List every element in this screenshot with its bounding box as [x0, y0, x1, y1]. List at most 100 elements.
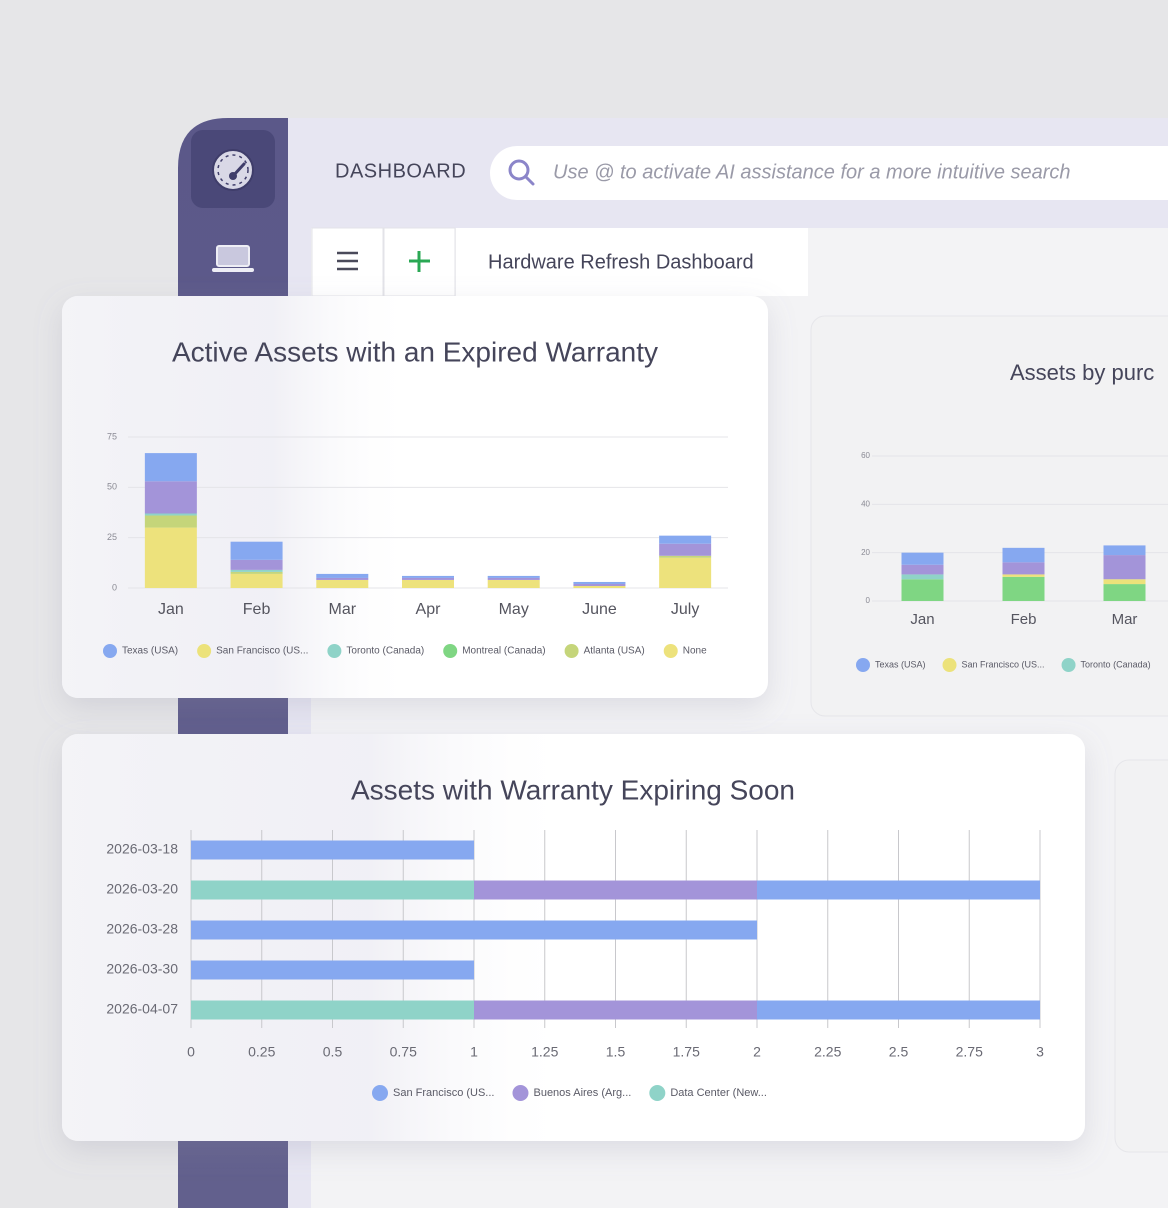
bar-segment: [191, 840, 474, 860]
bar-segment: [230, 541, 283, 560]
plus-icon: [409, 251, 430, 272]
bar-segment: [487, 579, 540, 588]
x-tick-label: 1.25: [531, 1044, 558, 1060]
bar-segment: [573, 581, 626, 584]
bar-segment: [1002, 574, 1045, 577]
bar-segment: [144, 481, 197, 514]
legend-dot: [372, 1085, 388, 1101]
bar-segment: [191, 880, 474, 900]
legend-label: None: [683, 646, 707, 657]
tab[interactable]: [456, 228, 808, 296]
bar-segment: [402, 575, 454, 578]
bar-segment: [757, 880, 1040, 900]
bar-segment: [1103, 579, 1146, 585]
y-tick-label: 2026-03-20: [106, 881, 178, 897]
gauge-icon: [212, 149, 254, 191]
bar-segment: [573, 585, 626, 588]
bar-segment: [1002, 547, 1045, 563]
bar-segment: [1103, 584, 1146, 601]
y-tick-label: 60: [861, 451, 870, 460]
x-tick-label: 2.75: [956, 1044, 983, 1060]
chart-title: Assets by purc: [1010, 360, 1154, 385]
legend-dot: [197, 644, 212, 658]
menu-icon: [337, 251, 358, 271]
bar-segment: [316, 577, 369, 580]
x-tick-label: Mar: [1112, 611, 1138, 628]
bar-segment: [659, 557, 712, 588]
chart-title: Assets with Warranty Expiring Soon: [351, 774, 795, 805]
bar-segment: [230, 571, 283, 574]
legend-label: Texas (USA): [122, 646, 178, 657]
bar-segment: [1103, 545, 1146, 556]
legend-label: San Francisco (US...: [216, 646, 308, 657]
legend-label: San Francisco (US...: [962, 659, 1045, 669]
y-tick-label: 0: [112, 582, 117, 592]
y-tick-label: 20: [861, 548, 870, 557]
card-partial: [1114, 759, 1168, 1153]
legend-dot: [103, 644, 117, 658]
x-tick-label: 0: [187, 1044, 195, 1060]
x-tick-label: Feb: [1011, 611, 1037, 628]
x-tick-label: 1: [470, 1044, 478, 1060]
bar-segment: [757, 1000, 1040, 1020]
x-tick-label: 2: [753, 1044, 761, 1060]
bar-segment: [316, 579, 369, 588]
bar-segment: [659, 543, 712, 556]
legend-label: Toronto (Canada): [1081, 659, 1151, 669]
tab-title: Hardware Refresh Dashboard: [488, 251, 754, 273]
y-tick-label: 25: [107, 532, 117, 542]
bar-segment: [474, 1000, 757, 1020]
bar-segment: [474, 880, 757, 900]
legend-label: Texas (USA): [875, 659, 926, 669]
y-tick-label: 2026-03-28: [106, 921, 178, 937]
x-tick-label: July: [671, 601, 699, 618]
bar-segment: [487, 575, 540, 578]
bar-segment: [1002, 576, 1045, 601]
search-placeholder: Use @ to activate AI assistance for a mo…: [553, 161, 1071, 183]
x-tick-label: May: [499, 601, 529, 618]
x-tick-label: 0.75: [390, 1044, 417, 1060]
legend-dot: [856, 658, 870, 672]
y-tick-label: 50: [107, 482, 117, 492]
bar-segment: [144, 513, 197, 516]
x-tick-label: 0.25: [248, 1044, 275, 1060]
bar-segment: [230, 573, 283, 588]
bar-segment: [901, 579, 944, 601]
legend-dot: [1061, 658, 1076, 672]
bar-segment: [230, 569, 283, 572]
y-tick-label: 40: [861, 499, 870, 508]
legend-label: Buenos Aires (Arg...: [533, 1087, 631, 1099]
x-tick-label: 0.5: [323, 1044, 343, 1060]
legend-dot: [327, 644, 342, 658]
bar-segment: [402, 577, 454, 580]
x-tick-label: Feb: [243, 601, 271, 618]
bar-segment: [230, 559, 283, 570]
bar-segment: [144, 527, 197, 588]
legend-label: Atlanta (USA): [584, 646, 645, 657]
x-tick-label: June: [582, 601, 617, 618]
x-tick-label: 1.75: [673, 1044, 700, 1060]
chart-title: Active Assets with an Expired Warranty: [172, 336, 658, 367]
bar-segment: [901, 564, 944, 575]
card-purchase: [810, 315, 1168, 717]
legend-dot: [663, 644, 678, 658]
bar-segment: [659, 535, 712, 544]
legend-label: Toronto (Canada): [346, 646, 424, 657]
bar-segment: [573, 583, 626, 586]
x-tick-label: 2.25: [814, 1044, 841, 1060]
bar-segment: [316, 573, 369, 578]
legend-dot: [443, 644, 458, 658]
bar-segment: [144, 453, 197, 482]
y-tick-label: 0: [866, 596, 871, 605]
laptop-icon[interactable]: [212, 245, 254, 272]
bar-segment: [402, 579, 454, 588]
x-tick-label: Jan: [910, 611, 934, 628]
card-glass: [62, 296, 768, 698]
x-tick-label: Jan: [158, 601, 184, 618]
bar-segment: [191, 960, 474, 980]
legend-dot: [649, 1085, 666, 1101]
search-box[interactable]: [490, 146, 1168, 200]
x-tick-label: 1.5: [606, 1044, 626, 1060]
bar-segment: [487, 577, 540, 580]
